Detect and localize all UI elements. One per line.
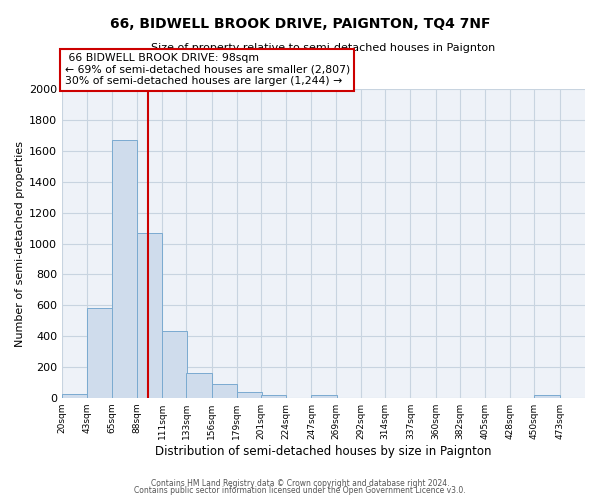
Y-axis label: Number of semi-detached properties: Number of semi-detached properties bbox=[15, 140, 25, 346]
Bar bbox=[237, 392, 262, 398]
Text: Contains public sector information licensed under the Open Government Licence v3: Contains public sector information licen… bbox=[134, 486, 466, 495]
Bar bbox=[137, 233, 162, 398]
Bar bbox=[212, 384, 237, 398]
Text: Contains HM Land Registry data © Crown copyright and database right 2024.: Contains HM Land Registry data © Crown c… bbox=[151, 478, 449, 488]
Bar bbox=[88, 308, 113, 398]
Bar bbox=[311, 394, 337, 398]
Title: Size of property relative to semi-detached houses in Paignton: Size of property relative to semi-detach… bbox=[151, 42, 496, 52]
Text: 66 BIDWELL BROOK DRIVE: 98sqm
← 69% of semi-detached houses are smaller (2,807)
: 66 BIDWELL BROOK DRIVE: 98sqm ← 69% of s… bbox=[65, 53, 350, 86]
Bar bbox=[261, 394, 286, 398]
Bar bbox=[62, 394, 88, 398]
Bar bbox=[162, 332, 187, 398]
Bar bbox=[186, 373, 212, 398]
Text: 66, BIDWELL BROOK DRIVE, PAIGNTON, TQ4 7NF: 66, BIDWELL BROOK DRIVE, PAIGNTON, TQ4 7… bbox=[110, 18, 490, 32]
Bar bbox=[112, 140, 137, 398]
Bar bbox=[535, 396, 560, 398]
X-axis label: Distribution of semi-detached houses by size in Paignton: Distribution of semi-detached houses by … bbox=[155, 444, 492, 458]
